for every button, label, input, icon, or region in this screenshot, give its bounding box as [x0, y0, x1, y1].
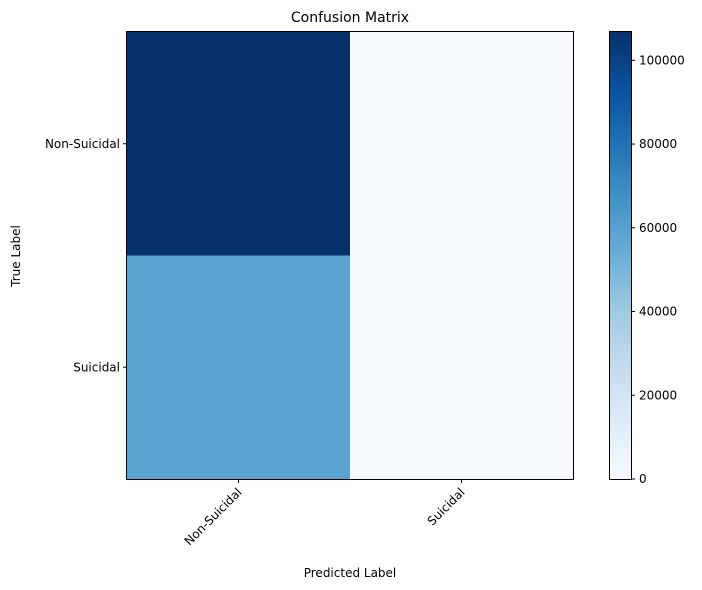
heatmap-cell-r0-c0 [127, 32, 351, 256]
x-axis-ticks: Non-Suicidal Suicidal [182, 479, 468, 548]
colorbar-tick-label: 100000 [639, 53, 685, 67]
heatmap-cell-r1-c1 [350, 255, 574, 480]
colorbar-tick-label: 60000 [639, 221, 677, 235]
y-axis-label: True Label [9, 225, 23, 288]
colorbar-tick-label: 0 [639, 472, 647, 486]
colorbar-tick-label: 40000 [639, 305, 677, 319]
y-tick-label: Suicidal [73, 360, 120, 374]
colorbar-frame [609, 31, 632, 480]
x-axis-label: Predicted Label [304, 566, 397, 580]
colorbar-tick-label: 20000 [639, 388, 677, 402]
heatmap-cell-r1-c0 [127, 255, 351, 480]
chart-title: Confusion Matrix [291, 10, 409, 26]
heatmap-cells [127, 32, 574, 480]
heatmap-cell-r0-c1 [350, 32, 574, 256]
x-tick-label: Suicidal [425, 485, 468, 528]
colorbar-ticks: 0 20000 40000 60000 80000 100000 [631, 53, 685, 486]
colorbar-tick-label: 80000 [639, 137, 677, 151]
plot-frame [126, 31, 574, 480]
y-axis-ticks: Non-Suicidal Suicidal [45, 137, 127, 374]
y-tick-label: Non-Suicidal [45, 137, 120, 151]
colorbar-gradient [609, 31, 631, 479]
x-tick-label: Non-Suicidal [182, 485, 245, 548]
